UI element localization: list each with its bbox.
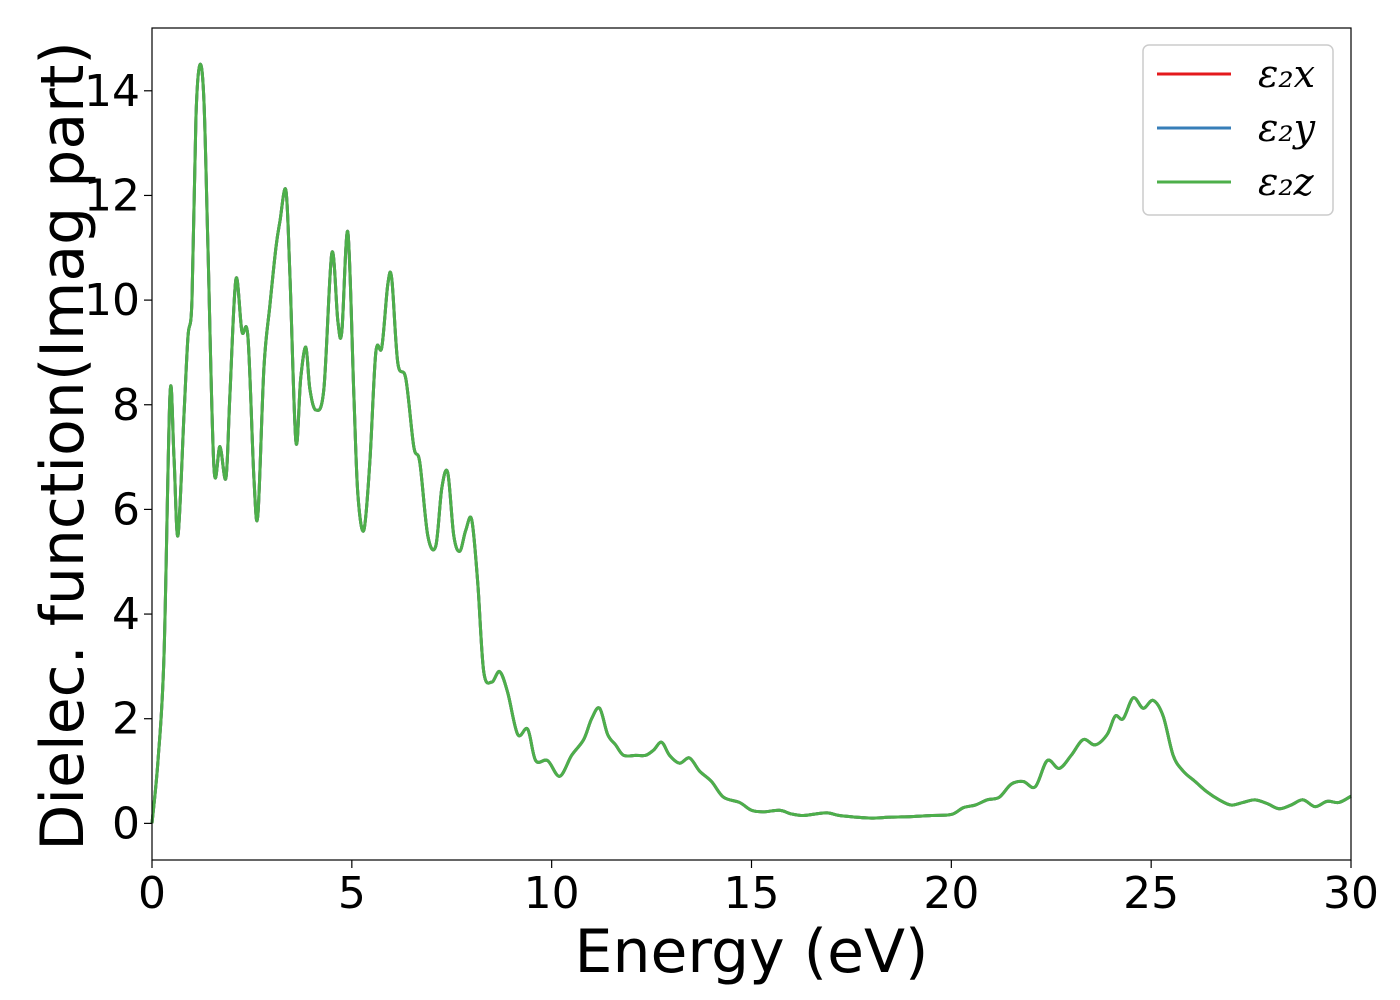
x-tick-label: 30	[1323, 868, 1379, 919]
x-axis-ticks: 0 5 10 15 20 25 30	[138, 860, 1379, 919]
y-tick-label: 2	[112, 694, 140, 745]
x-tick-label: 20	[923, 868, 979, 919]
legend-box	[1142, 44, 1334, 216]
x-tick-label: 10	[524, 868, 580, 919]
y-tick-label: 4	[112, 589, 140, 640]
y-tick-label: 6	[112, 484, 140, 535]
y-axis-ticks: 0 2 4 6 8 10 12 14	[84, 66, 152, 849]
x-axis-label: Energy (eV)	[575, 917, 929, 987]
y-tick-label: 0	[112, 798, 140, 849]
legend-label-2: ε₂y	[1258, 106, 1316, 150]
x-tick-label: 15	[724, 868, 780, 919]
x-tick-label: 0	[138, 868, 166, 919]
x-tick-label: 25	[1123, 868, 1179, 919]
legend-label-3: ε₂z	[1258, 160, 1315, 204]
legend: ε₂x ε₂y ε₂z	[1142, 44, 1334, 216]
y-tick-label: 10	[84, 275, 140, 326]
legend-label-1: ε₂x	[1258, 52, 1315, 96]
x-tick-label: 5	[338, 868, 366, 919]
series-line-3	[150, 62, 1352, 824]
y-tick-label: 12	[84, 170, 140, 221]
y-tick-label: 8	[112, 380, 140, 431]
series-layer	[150, 62, 1352, 824]
y-axis-label: Dielec. function(Imag part)	[28, 41, 98, 851]
y-tick-label: 14	[84, 66, 140, 117]
